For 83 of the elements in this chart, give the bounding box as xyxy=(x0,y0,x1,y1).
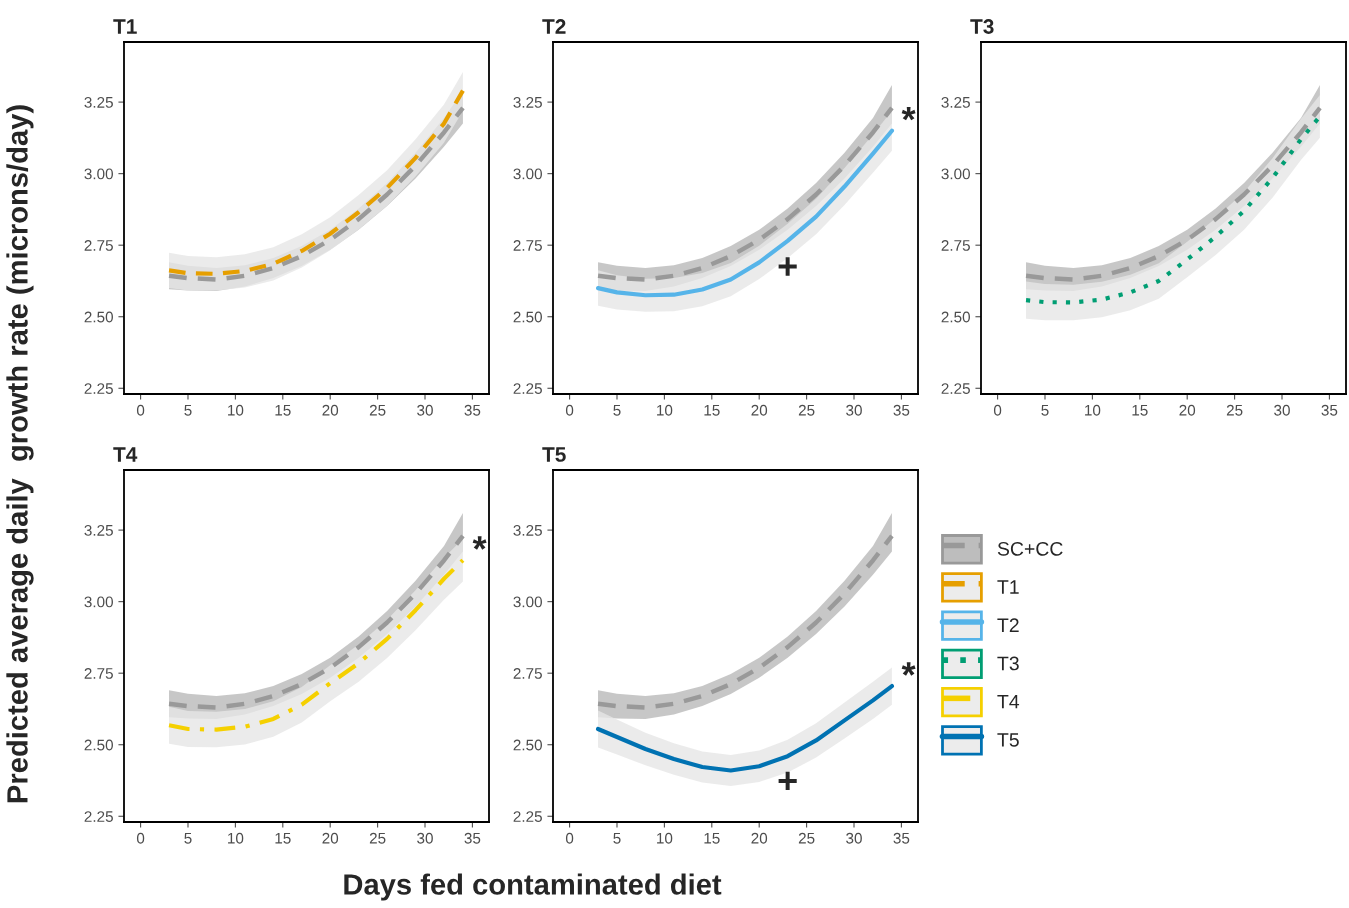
chart-title: T2 xyxy=(542,19,566,34)
y-tick-label: 3.00 xyxy=(84,168,113,180)
y-tick-label: 2.50 xyxy=(941,311,970,323)
y-tick-label: 2.25 xyxy=(84,811,113,822)
x-tick-label: 20 xyxy=(751,404,768,416)
y-tick-label: 2.75 xyxy=(513,668,542,679)
y-tick-label: 2.75 xyxy=(84,240,113,251)
x-tick-label: 10 xyxy=(657,832,673,844)
chart-title: T5 xyxy=(542,447,566,462)
x-tick-label: 25 xyxy=(1226,404,1243,416)
legend-label: SC+CC xyxy=(997,541,1063,556)
x-tick-label: 10 xyxy=(228,832,244,844)
y-tick-label: 2.50 xyxy=(84,739,113,751)
annotation: + xyxy=(778,771,797,791)
x-tick-label: 30 xyxy=(1274,404,1290,416)
y-tick-label: 3.25 xyxy=(84,524,113,536)
chart-title: T4 xyxy=(113,447,138,462)
y-tick-label: 2.50 xyxy=(513,739,542,751)
y-tick-label: 2.25 xyxy=(513,383,542,394)
x-tick-label: 15 xyxy=(275,404,291,416)
y-tick-label: 2.50 xyxy=(513,311,542,323)
x-tick-label: 0 xyxy=(993,404,1002,416)
x-tick-label: 5 xyxy=(184,832,192,844)
x-tick-label: 0 xyxy=(565,404,574,416)
y-tick-label: 3.00 xyxy=(941,168,970,180)
y-tick-label: 2.75 xyxy=(84,668,113,679)
x-tick-label: 5 xyxy=(1041,404,1049,416)
annotation: + xyxy=(778,257,797,276)
x-tick-label: 5 xyxy=(613,404,621,416)
y-tick-label: 2.50 xyxy=(84,311,113,323)
legend-label: T3 xyxy=(997,656,1019,671)
annotation: * xyxy=(901,106,916,121)
x-tick-label: 15 xyxy=(275,832,291,844)
x-tick-label: 0 xyxy=(136,832,145,844)
x-tick-label: 15 xyxy=(704,832,720,844)
x-tick-label: 30 xyxy=(846,404,862,416)
y-tick-label: 3.00 xyxy=(513,168,542,180)
legend-label: T4 xyxy=(997,694,1020,709)
x-tick-label: 35 xyxy=(1321,404,1338,416)
annotation: * xyxy=(472,536,487,550)
x-tick-label: 20 xyxy=(322,832,339,844)
y-tick-label: 3.25 xyxy=(84,96,113,108)
x-tick-label: 25 xyxy=(798,832,815,844)
legend-label: T5 xyxy=(997,733,1019,747)
x-tick-label: 5 xyxy=(184,404,192,416)
annotation: * xyxy=(901,662,916,676)
x-tick-label: 10 xyxy=(1085,404,1101,416)
x-tick-label: 15 xyxy=(704,404,720,416)
x-tick-label: 25 xyxy=(369,404,386,416)
x-tick-label: 35 xyxy=(893,404,910,416)
x-tick-label: 5 xyxy=(613,832,621,844)
x-tick-label: 10 xyxy=(228,404,244,416)
y-tick-label: 2.75 xyxy=(941,240,970,251)
y-tick-label: 3.25 xyxy=(513,96,542,108)
y-axis-title: Predicted average daily growth rate (microns/day) xyxy=(6,105,34,803)
x-tick-label: 35 xyxy=(464,832,481,844)
x-tick-label: 15 xyxy=(1132,404,1148,416)
x-tick-label: 30 xyxy=(846,832,862,844)
y-tick-label: 2.25 xyxy=(84,383,113,394)
y-tick-label: 2.25 xyxy=(513,811,542,822)
y-tick-label: 3.00 xyxy=(513,596,542,608)
x-tick-label: 30 xyxy=(417,832,433,844)
x-tick-label: 0 xyxy=(136,404,145,416)
x-axis-title: Days fed contaminated diet xyxy=(344,873,722,901)
x-tick-label: 25 xyxy=(798,404,815,416)
x-tick-label: 25 xyxy=(369,832,386,844)
x-tick-label: 20 xyxy=(322,404,339,416)
x-tick-label: 20 xyxy=(751,832,768,844)
x-tick-label: 20 xyxy=(1179,404,1196,416)
x-tick-label: 35 xyxy=(464,404,481,416)
x-tick-label: 10 xyxy=(657,404,673,416)
y-tick-label: 3.25 xyxy=(513,524,542,536)
chart-title: T1 xyxy=(113,19,137,34)
legend-label: T1 xyxy=(997,580,1019,594)
legend-label: T2 xyxy=(997,618,1019,632)
y-tick-label: 3.00 xyxy=(84,596,113,608)
chart-title: T3 xyxy=(970,19,994,34)
x-tick-label: 30 xyxy=(417,404,433,416)
x-tick-label: 35 xyxy=(893,832,910,844)
y-tick-label: 2.75 xyxy=(513,240,542,251)
y-tick-label: 3.25 xyxy=(941,96,970,108)
x-tick-label: 0 xyxy=(565,832,574,844)
y-tick-label: 2.25 xyxy=(941,383,970,394)
